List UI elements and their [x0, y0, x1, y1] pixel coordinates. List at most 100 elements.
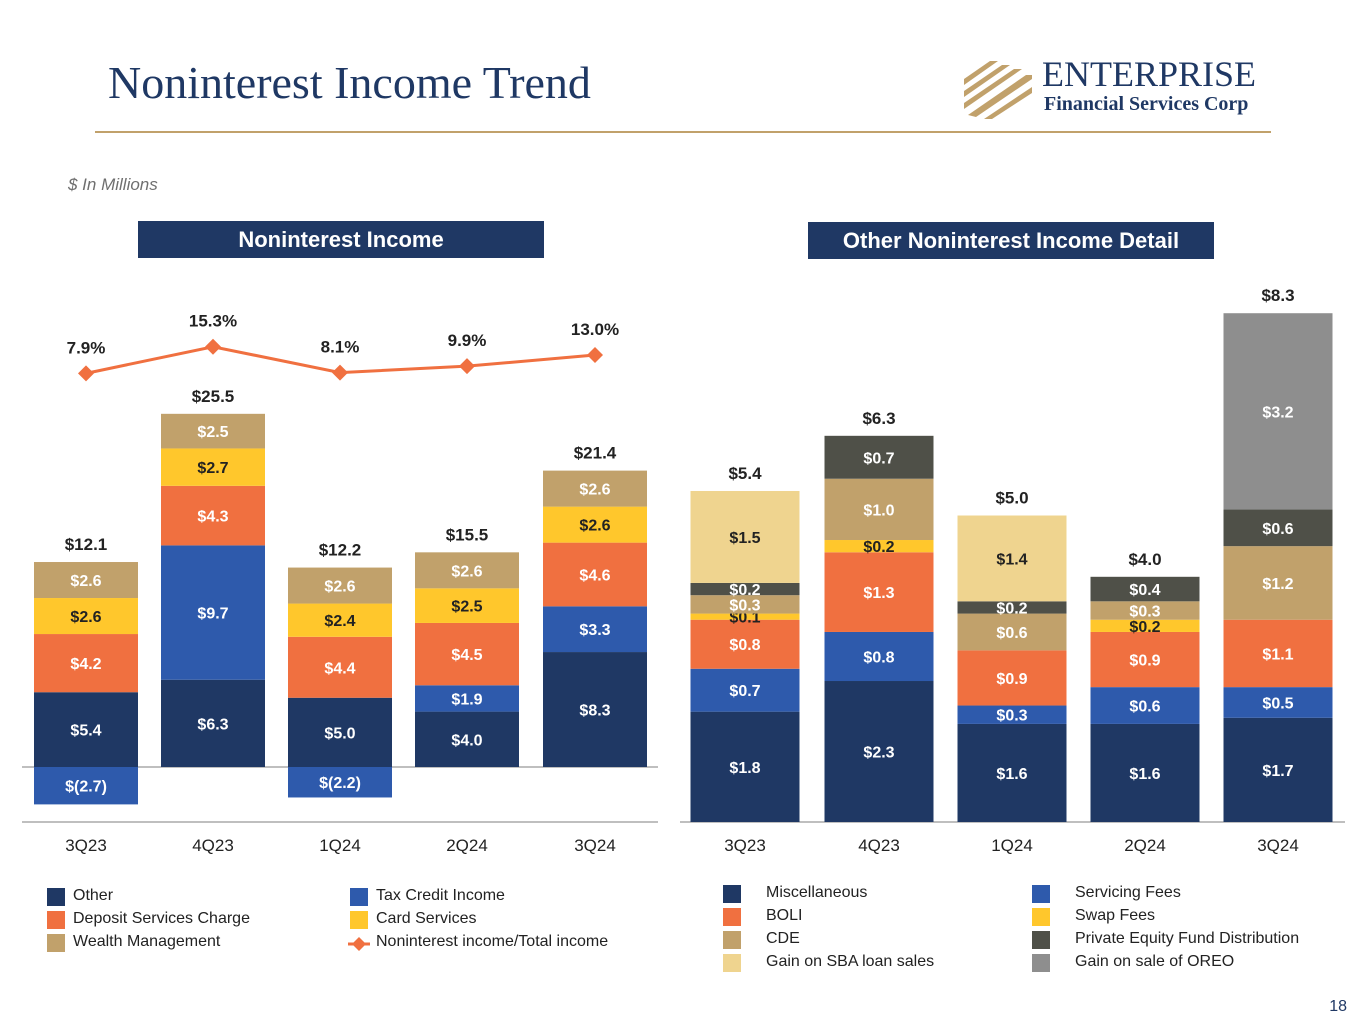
- chart1-ratio-label: 9.9%: [448, 331, 487, 350]
- chart1-bar-card-services-3q23: [34, 598, 138, 635]
- chart2-bar-cde-4q23: [824, 478, 934, 541]
- chart2-bar-gain-on-sale-of-oreo-3q24: [1223, 313, 1333, 510]
- chart2-bar-servicing-fees-3q23: [690, 668, 800, 712]
- chart2-legend-label: Swap Fees: [1075, 907, 1156, 924]
- chart1-bar-tax-credit-income-2q24: [415, 685, 519, 712]
- chart2-data-label: $0.3: [1129, 604, 1160, 621]
- chart2-data-label: $1.5: [729, 530, 760, 547]
- chart2-legend-swatch: [1032, 885, 1050, 903]
- company-logo: ENTERPRISE Financial Services Corp: [962, 55, 1272, 125]
- chart2-legend-swatch: [1032, 954, 1050, 972]
- chart1-ratio-marker: [587, 347, 603, 363]
- chart2-data-label: $0.3: [996, 708, 1027, 725]
- chart2-data-label: $1.3: [863, 585, 894, 602]
- chart2-total-label: $4.0: [1128, 550, 1161, 569]
- chart2-legend-swatch: [1032, 931, 1050, 949]
- chart1-bar-wealth-management-3q24: [543, 470, 647, 507]
- chart2-bar-miscellaneous-4q23: [824, 681, 934, 822]
- chart1-legend-label: Card Services: [376, 910, 477, 927]
- chart2-total-label: $8.3: [1261, 286, 1294, 305]
- chart2-bar-boli-4q23: [824, 552, 934, 632]
- chart1-bar-card-services-1q24: [288, 603, 392, 637]
- chart2-data-label: $2.3: [863, 745, 894, 762]
- chart2-data-label: $1.6: [996, 766, 1027, 783]
- chart2-bar-private-equity-fund-distribution-2q24: [1090, 576, 1200, 602]
- chart1-legend-swatch: [47, 911, 65, 929]
- chart2-bar-swap-fees-2q24: [1090, 619, 1200, 632]
- chart2-bar-boli-3q23: [690, 619, 800, 669]
- chart1-ratio-marker: [332, 364, 348, 381]
- chart2-x-tick-label: 1Q24: [991, 836, 1033, 855]
- chart2-bar-miscellaneous-3q23: [690, 711, 800, 822]
- chart1-ratio-marker: [459, 358, 475, 375]
- chart2-data-label: $0.9: [1129, 653, 1160, 670]
- chart1-bar-tax-credit-income-1q24: [288, 767, 392, 798]
- chart2-bar-swap-fees-4q23: [824, 540, 934, 553]
- chart1-x-tick-label: 1Q24: [319, 836, 361, 855]
- chart2-bar-miscellaneous-3q24: [1223, 717, 1333, 822]
- chart2-data-label: $1.2: [1262, 576, 1293, 593]
- chart2-bar-boli-1q24: [957, 650, 1067, 706]
- page-title: Noninterest Income Trend: [108, 57, 591, 108]
- chart2-bar-boli-3q24: [1223, 619, 1333, 688]
- chart1-bar-wealth-management-1q24: [288, 567, 392, 604]
- chart2-total-label: $6.3: [862, 409, 895, 428]
- chart1-legend-label: Deposit Services Charge: [73, 910, 250, 927]
- chart2-bar-miscellaneous-1q24: [957, 723, 1067, 822]
- chart2-data-label: $1.7: [1262, 763, 1293, 780]
- chart2-data-label: $1.8: [729, 760, 760, 777]
- chart1-bar-wealth-management-3q23: [34, 562, 138, 599]
- logo-name: ENTERPRISE: [1042, 54, 1257, 94]
- chart1-total-label: $25.5: [192, 387, 235, 406]
- logo-subtitle: Financial Services Corp: [1044, 93, 1249, 115]
- chart1-ratio-line: [85, 345, 596, 375]
- chart1-data-label: $2.6: [70, 609, 101, 626]
- chart2-legend-swatch: [723, 908, 741, 926]
- chart2-title: Other Noninterest Income Detail: [808, 222, 1214, 259]
- chart1-data-label: $2.6: [579, 482, 610, 499]
- chart1-bar-deposit-services-charge-4q23: [161, 485, 265, 546]
- chart2-bar-servicing-fees-2q24: [1090, 687, 1200, 724]
- chart2-legend-label: CDE: [766, 930, 800, 947]
- chart2-data-label: $0.2: [996, 600, 1027, 617]
- chart2-data-label: $0.6: [1262, 521, 1293, 538]
- chart1-total-label: $15.5: [446, 525, 489, 544]
- chart2-data-label: $1.6: [1129, 766, 1160, 783]
- chart2-legend-label: Miscellaneous: [766, 884, 868, 901]
- chart2-bar-gain-on-sba-loan-sales-1q24: [957, 515, 1067, 602]
- chart2-bar-cde-3q23: [690, 595, 800, 614]
- chart2-data-label: $0.4: [1129, 582, 1160, 599]
- chart1-bar-other-3q24: [543, 652, 647, 767]
- chart2-x-tick-label: 2Q24: [1124, 836, 1166, 855]
- chart1-data-label: $(2.7): [65, 779, 107, 796]
- chart1-bar-deposit-services-charge-1q24: [288, 636, 392, 698]
- logo-stripes-icon: [964, 61, 1032, 119]
- chart1-data-label: $6.3: [197, 716, 228, 733]
- chart2-legend-swatch: [1032, 908, 1050, 926]
- chart2-legend-swatch: [723, 885, 741, 903]
- chart2-legend-swatch: [723, 954, 741, 972]
- chart2-legend-label: BOLI: [766, 907, 803, 924]
- chart1-total-label: $12.1: [65, 535, 108, 554]
- chart1-data-label: $5.4: [70, 723, 101, 740]
- chart2-data-label: $0.6: [996, 625, 1027, 642]
- chart1-bar-tax-credit-income-3q24: [543, 606, 647, 653]
- chart1-data-label: $2.6: [70, 573, 101, 590]
- chart1-ratio-label: 7.9%: [67, 338, 106, 357]
- chart1-data-label: $2.5: [451, 599, 482, 616]
- chart2-bar-gain-on-sba-loan-sales-3q23: [690, 490, 800, 583]
- chart2-data-label: $0.8: [863, 649, 894, 666]
- chart1-data-label: $5.0: [324, 725, 355, 742]
- chart1-data-label: $4.6: [579, 567, 610, 584]
- header-divider: [95, 131, 1271, 133]
- chart2-bar-private-equity-fund-distribution-4q23: [824, 435, 934, 479]
- chart2-data-label: $0.2: [1129, 619, 1160, 636]
- chart1-ratio-label: 15.3%: [189, 312, 237, 331]
- chart2-bar-cde-1q24: [957, 613, 1067, 651]
- chart1-ratio-label: 8.1%: [321, 338, 360, 357]
- chart1-bar-card-services-3q24: [543, 506, 647, 543]
- chart1-legend-swatch: [350, 888, 368, 906]
- chart2-data-label: $0.7: [729, 683, 760, 700]
